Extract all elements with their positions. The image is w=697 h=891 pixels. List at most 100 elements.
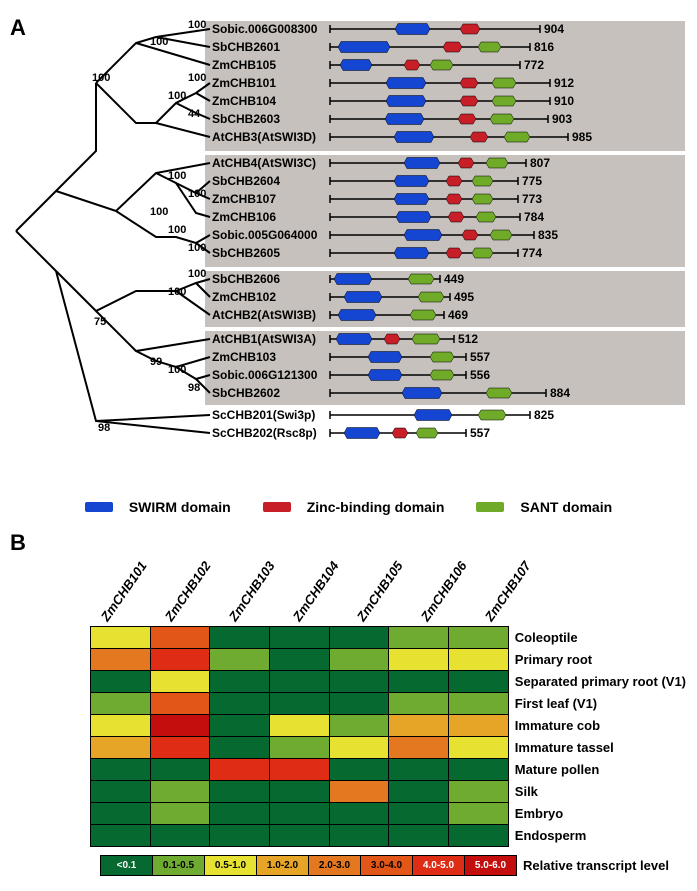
heatmap-cell (210, 626, 270, 648)
heatmap-cell (449, 824, 509, 846)
heatmap-cell (150, 824, 210, 846)
heatmap-legend-cell: 0.1-0.5 (153, 855, 205, 875)
heatmap-row-label: Separated primary root (V1) (508, 670, 686, 692)
heatmap-cell (150, 692, 210, 714)
svg-text:100: 100 (150, 206, 168, 218)
heatmap-cell (91, 714, 151, 736)
heatmap-cell (91, 692, 151, 714)
svg-text:ZmCHB106: ZmCHB106 (212, 210, 276, 224)
svg-text:100: 100 (188, 72, 206, 84)
heatmap-cell (270, 802, 330, 824)
heatmap-cell (389, 714, 449, 736)
heatmap-legend-cell: <0.1 (101, 855, 153, 875)
svg-text:495: 495 (454, 290, 474, 304)
heatmap-cell (329, 692, 389, 714)
svg-text:557: 557 (470, 426, 490, 440)
heatmap-col-label: ZmCHB106 (418, 559, 470, 624)
heatmap-row: Coleoptile (91, 626, 687, 648)
heatmap-cell (150, 780, 210, 802)
svg-text:99: 99 (150, 356, 162, 368)
heatmap-row: Primary root (91, 648, 687, 670)
svg-text:469: 469 (448, 308, 468, 322)
svg-text:Sobic.006G121300: Sobic.006G121300 (212, 368, 318, 382)
svg-text:SbCHB2602: SbCHB2602 (212, 386, 280, 400)
heatmap-col-label: ZmCHB103 (226, 559, 278, 624)
heatmap-cell (210, 758, 270, 780)
legend-label: SANT domain (520, 499, 612, 515)
svg-text:557: 557 (470, 350, 490, 364)
heatmap-legend-cell: 3.0-4.0 (361, 855, 413, 875)
svg-text:44: 44 (188, 108, 201, 120)
svg-text:AtCHB3(AtSWI3D): AtCHB3(AtSWI3D) (212, 130, 316, 144)
heatmap-row-label: Mature pollen (508, 758, 686, 780)
heatmap-cell (150, 626, 210, 648)
legend-swatch (85, 502, 113, 512)
heatmap-table: ColeoptilePrimary rootSeparated primary … (90, 626, 687, 847)
heatmap-cell (91, 670, 151, 692)
heatmap-cell (210, 802, 270, 824)
heatmap-cell (270, 824, 330, 846)
heatmap-cell (449, 758, 509, 780)
svg-text:ZmCHB101: ZmCHB101 (212, 76, 276, 90)
svg-text:772: 772 (524, 58, 544, 72)
heatmap-cell (329, 714, 389, 736)
heatmap-cell (270, 626, 330, 648)
heatmap-row: Silk (91, 780, 687, 802)
svg-text:774: 774 (522, 246, 542, 260)
heatmap-cell (329, 648, 389, 670)
heatmap-row-label: Primary root (508, 648, 686, 670)
svg-text:100: 100 (188, 268, 206, 280)
heatmap-cell (389, 824, 449, 846)
heatmap-row: Mature pollen (91, 758, 687, 780)
svg-text:912: 912 (554, 76, 574, 90)
svg-text:773: 773 (522, 192, 542, 206)
heatmap-col-label: ZmCHB107 (482, 559, 534, 624)
heatmap-cell (270, 648, 330, 670)
heatmap-cell (389, 626, 449, 648)
heatmap-col-label: ZmCHB105 (354, 559, 406, 624)
heatmap-cell (389, 670, 449, 692)
heatmap-cell (150, 670, 210, 692)
heatmap-cell (389, 692, 449, 714)
svg-text:SbCHB2605: SbCHB2605 (212, 246, 280, 260)
svg-text:SbCHB2604: SbCHB2604 (212, 174, 280, 188)
svg-text:AtCHB4(AtSWI3C): AtCHB4(AtSWI3C) (212, 156, 316, 170)
heatmap-row-label: Coleoptile (508, 626, 686, 648)
heatmap-cell (91, 824, 151, 846)
heatmap-cell (329, 670, 389, 692)
heatmap-cell (329, 824, 389, 846)
legend-label: SWIRM domain (129, 499, 231, 515)
heatmap-cell (150, 758, 210, 780)
heatmap: ColeoptilePrimary rootSeparated primary … (90, 626, 687, 847)
svg-text:AtCHB2(AtSWI3B): AtCHB2(AtSWI3B) (212, 308, 316, 322)
heatmap-cell (329, 736, 389, 758)
heatmap-cell (329, 802, 389, 824)
svg-text:ZmCHB102: ZmCHB102 (212, 290, 276, 304)
heatmap-legend-cell: 2.0-3.0 (309, 855, 361, 875)
svg-text:ScCHB201(Swi3p): ScCHB201(Swi3p) (212, 408, 315, 422)
heatmap-cell (210, 714, 270, 736)
heatmap-cell (449, 670, 509, 692)
legend-swatch (263, 502, 291, 512)
svg-text:100: 100 (168, 170, 186, 182)
svg-text:512: 512 (458, 332, 478, 346)
svg-text:100: 100 (188, 188, 206, 200)
domain-legend-item: SANT domain (468, 498, 620, 514)
svg-text:SbCHB2603: SbCHB2603 (212, 112, 280, 126)
heatmap-cell (91, 648, 151, 670)
svg-text:903: 903 (552, 112, 572, 126)
svg-text:556: 556 (470, 368, 490, 382)
svg-text:100: 100 (92, 72, 110, 84)
heatmap-row-label: Immature cob (508, 714, 686, 736)
heatmap-cell (210, 736, 270, 758)
svg-text:ZmCHB103: ZmCHB103 (212, 350, 276, 364)
heatmap-legend-scale: <0.10.1-0.50.5-1.01.0-2.02.0-3.03.0-4.04… (100, 855, 517, 876)
svg-text:100: 100 (168, 286, 186, 298)
svg-text:SbCHB2601: SbCHB2601 (212, 40, 280, 54)
heatmap-cell (270, 780, 330, 802)
heatmap-cell (210, 780, 270, 802)
heatmap-cell (329, 758, 389, 780)
panel-b: B ZmCHB101ZmCHB102ZmCHB103ZmCHB104ZmCHB1… (10, 530, 687, 876)
heatmap-legend: <0.10.1-0.50.5-1.01.0-2.02.0-3.03.0-4.04… (100, 855, 687, 876)
heatmap-cell (389, 780, 449, 802)
